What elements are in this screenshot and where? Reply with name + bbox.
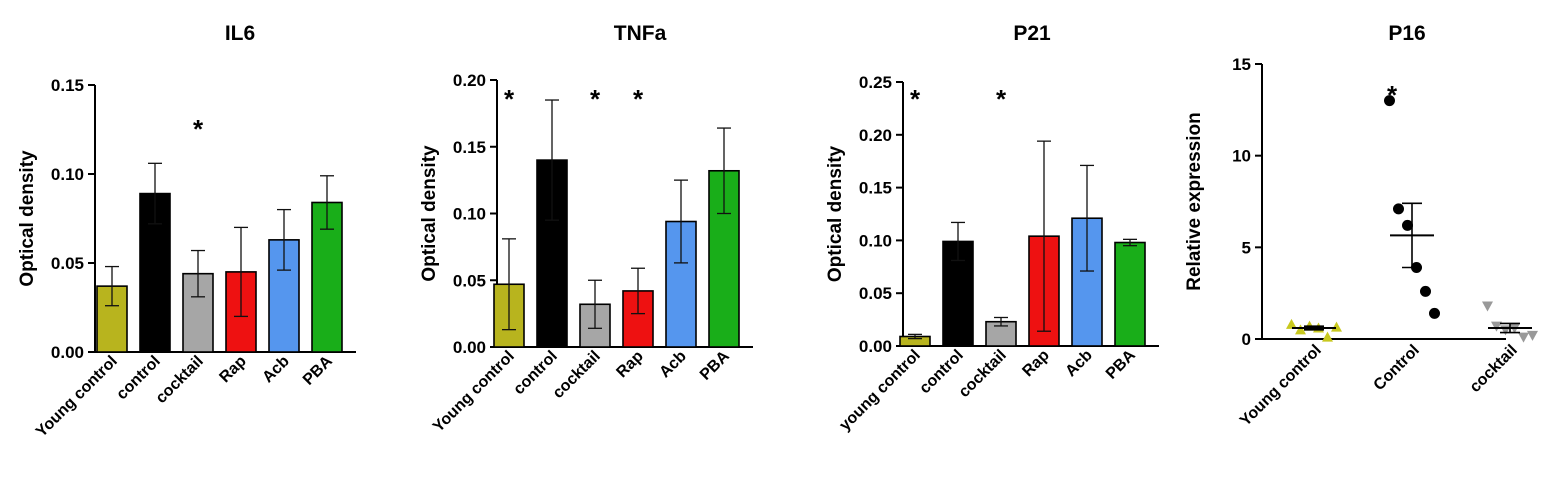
- data-point: [1429, 307, 1440, 319]
- y-tick-label: 0.05: [859, 284, 892, 303]
- y-tick-label: 15: [1232, 55, 1251, 74]
- data-point: [1331, 321, 1342, 332]
- chart-title: P21: [1013, 22, 1051, 45]
- chart-p21: P21 Optical density 0.00 0.05 0.10 0.15 0.20 0.…: [825, 22, 1159, 434]
- data-point: [1482, 301, 1493, 312]
- y-tick-label: 0.25: [859, 73, 892, 92]
- y-tick-label: 0.15: [51, 76, 84, 95]
- significance-star: *: [590, 84, 601, 114]
- y-tick-label: 0.00: [859, 337, 892, 356]
- data-point: [1420, 285, 1431, 297]
- x-tick-label: Rap: [613, 348, 647, 382]
- x-tick-label: cocktail: [550, 348, 604, 402]
- chart-title: P16: [1388, 22, 1425, 45]
- bar-pba: [1114, 241, 1146, 347]
- y-tick-label: 0.10: [453, 205, 486, 224]
- y-tick-label: 0.00: [51, 343, 84, 362]
- x-tick-label: Young control: [33, 353, 121, 441]
- significance-star: *: [1387, 80, 1398, 110]
- x-tick-label: cocktail: [153, 353, 207, 407]
- x-tick-label: Acb: [656, 348, 690, 382]
- x-tick-label: young control: [836, 347, 923, 434]
- y-tick-label: 0: [1242, 330, 1251, 349]
- y-tick-label: 0.05: [453, 271, 486, 290]
- x-tick-label: PBA: [1103, 346, 1139, 382]
- x-tick-label: Young control: [430, 348, 518, 436]
- y-tick-label: 0.15: [859, 179, 892, 198]
- significance-star: *: [504, 84, 515, 114]
- data-point: [1491, 321, 1502, 332]
- x-tick-label: cocktail: [1467, 342, 1521, 396]
- x-tick-label: Acb: [1062, 347, 1096, 381]
- data-point: [1295, 324, 1306, 335]
- x-tick-label: Acb: [259, 353, 293, 387]
- x-tick-label: cocktail: [956, 347, 1010, 401]
- data-point: [1518, 332, 1529, 343]
- y-tick-label: 0.00: [453, 338, 486, 357]
- y-axis-label: Optical density: [825, 145, 846, 282]
- x-tick-label: Control: [1371, 342, 1423, 394]
- y-tick-label: 10: [1232, 147, 1251, 166]
- y-tick-label: 0.20: [859, 126, 892, 145]
- y-tick-label: 0.10: [859, 231, 892, 250]
- data-point: [1393, 203, 1404, 215]
- y-tick-label: 0.05: [51, 254, 84, 273]
- y-axis-label: Relative expression: [1184, 112, 1205, 290]
- significance-star: *: [996, 84, 1007, 114]
- y-tick-label: 0.15: [453, 138, 486, 157]
- data-point: [1286, 318, 1297, 329]
- significance-star: *: [633, 84, 644, 114]
- y-axis-label: Optical density: [17, 150, 38, 287]
- chart-tnfa: TNFa Optical density 0.00 0.05 0.10 0.15 0.20 Y…: [419, 22, 753, 436]
- y-axis-label: Optical density: [419, 145, 440, 282]
- chart-title: TNFa: [614, 22, 667, 45]
- data-point: [1402, 219, 1413, 231]
- data-point: [1384, 95, 1395, 107]
- chart-p16: P16 Relative expression 0 5 10 15 Young contro…: [1184, 22, 1538, 430]
- x-tick-label: PBA: [697, 347, 733, 383]
- x-tick-label: PBA: [300, 352, 336, 388]
- chart-il6: IL6 Optical density 0.00 0.05 0.10 0.15 Young …: [17, 22, 356, 441]
- data-point: [1322, 331, 1333, 342]
- y-tick-label: 5: [1242, 238, 1251, 257]
- data-point: [1527, 330, 1538, 341]
- y-tick-label: 0.20: [453, 71, 486, 90]
- x-tick-label: Young control: [1237, 342, 1325, 430]
- y-tick-label: 0.10: [51, 165, 84, 184]
- x-tick-label: Rap: [1019, 347, 1053, 381]
- chart-title: IL6: [225, 22, 255, 45]
- significance-star: *: [910, 84, 921, 114]
- significance-star: *: [193, 114, 204, 144]
- x-tick-label: Rap: [216, 353, 250, 387]
